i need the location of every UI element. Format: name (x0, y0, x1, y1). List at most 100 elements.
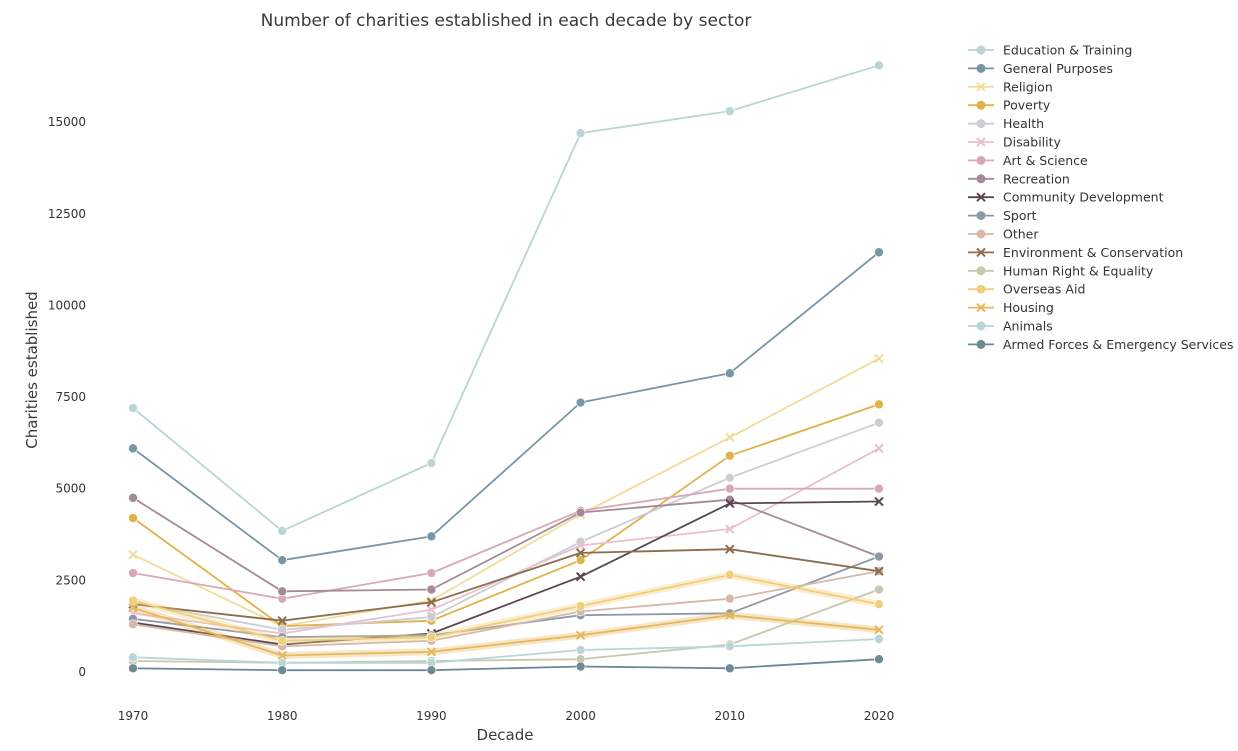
data-point (128, 568, 138, 578)
data-point (724, 570, 735, 580)
data-point (874, 584, 884, 595)
data-point (575, 555, 586, 565)
series-line (132, 251, 880, 562)
data-point (277, 665, 288, 675)
series-line (132, 487, 879, 600)
legend-item: Housing (968, 300, 1054, 315)
data-point (277, 636, 288, 646)
legend: Education & Training General Purposes Reli… (968, 43, 1233, 352)
y-tick-label: 15000 (48, 115, 86, 129)
data-point (277, 526, 288, 536)
legend-label: Housing (1003, 300, 1054, 315)
data-point (128, 493, 138, 503)
legend-label: Animals (1003, 319, 1053, 334)
legend-label: Armed Forces & Emergency Services (1003, 337, 1233, 352)
legend-swatch-marker (976, 211, 986, 221)
data-point (128, 595, 138, 606)
y-axis-ticks: 0 2500 5000 7500 10000 12500 15000 (48, 115, 86, 679)
data-point (277, 650, 287, 661)
x-tick-label: 2020 (864, 709, 895, 723)
legend-swatch-marker (976, 100, 986, 110)
legend-label: Religion (1003, 79, 1053, 94)
series-line (132, 606, 880, 657)
data-point (874, 353, 884, 364)
series-line (132, 421, 880, 631)
data-point (724, 483, 735, 494)
data-point (874, 399, 884, 410)
data-point (575, 571, 586, 582)
data-point (874, 483, 884, 494)
y-tick-label: 7500 (55, 390, 86, 404)
data-point (724, 641, 735, 652)
legend-swatch-marker (976, 63, 986, 73)
data-point (874, 417, 884, 428)
data-point (874, 625, 884, 635)
series-14 (128, 603, 884, 661)
series-4 (128, 417, 884, 635)
legend-label: Poverty (1003, 98, 1051, 113)
legend-item: Overseas Aid (968, 282, 1085, 297)
data-point (725, 498, 735, 509)
y-tick-label: 12500 (48, 207, 86, 221)
x-tick-label: 1990 (416, 709, 447, 723)
data-point (277, 555, 288, 565)
series-line (132, 570, 880, 648)
legend-item: Education & Training (968, 43, 1132, 58)
data-point (426, 568, 437, 578)
series-line (132, 638, 880, 664)
x-tick-label: 2010 (715, 709, 746, 723)
y-axis-label: Charities established (23, 291, 41, 448)
legend-label: Human Right & Equality (1003, 263, 1154, 278)
series-line (132, 64, 880, 532)
legend-item: Other (968, 227, 1039, 242)
legend-swatch-marker (976, 82, 986, 92)
chart-title: Number of charities established in each … (261, 11, 752, 31)
legend-swatch-marker (976, 321, 986, 331)
data-point (874, 634, 884, 644)
data-point (128, 619, 138, 630)
data-point (128, 603, 138, 613)
legend-item: Poverty (968, 98, 1051, 113)
data-point (128, 549, 138, 560)
data-point (725, 610, 735, 620)
x-tick-label: 1980 (267, 709, 298, 723)
data-point (724, 663, 735, 674)
data-point (874, 496, 884, 507)
legend-item: Disability (968, 135, 1062, 150)
legend-label: Art & Science (1003, 153, 1088, 168)
data-point (128, 403, 138, 413)
legend-item: Environment & Conservation (968, 245, 1183, 260)
legend-swatch-marker (976, 119, 986, 129)
data-point (426, 665, 437, 675)
legend-item: Community Development (968, 190, 1164, 205)
legend-swatch-marker (976, 229, 986, 239)
y-tick-label: 5000 (55, 482, 86, 496)
series-line (132, 357, 880, 628)
data-point (725, 544, 735, 554)
data-point (724, 450, 735, 461)
series-6 (128, 483, 884, 604)
x-axis-label: Decade (477, 726, 534, 744)
data-point (426, 458, 437, 468)
data-point (724, 472, 735, 483)
data-point (426, 632, 437, 642)
legend-label: Recreation (1003, 171, 1070, 186)
data-point (426, 647, 437, 657)
data-point (426, 584, 437, 595)
legend-item: Art & Science (968, 153, 1088, 168)
legend-item: Armed Forces & Emergency Services (968, 337, 1233, 352)
legend-swatch-marker (976, 174, 986, 184)
data-point (426, 597, 437, 608)
legend-swatch-marker (976, 137, 986, 147)
data-point (575, 128, 586, 138)
data-point (724, 106, 735, 116)
legend-label: Environment & Conservation (1003, 245, 1183, 260)
data-point (725, 524, 735, 534)
legend-label: Health (1003, 116, 1044, 131)
data-point (575, 645, 586, 655)
legend-swatch-marker (976, 302, 986, 313)
data-point (426, 531, 437, 542)
legend-swatch-marker (976, 247, 986, 258)
series-line (132, 548, 880, 622)
series-0 (128, 60, 884, 536)
